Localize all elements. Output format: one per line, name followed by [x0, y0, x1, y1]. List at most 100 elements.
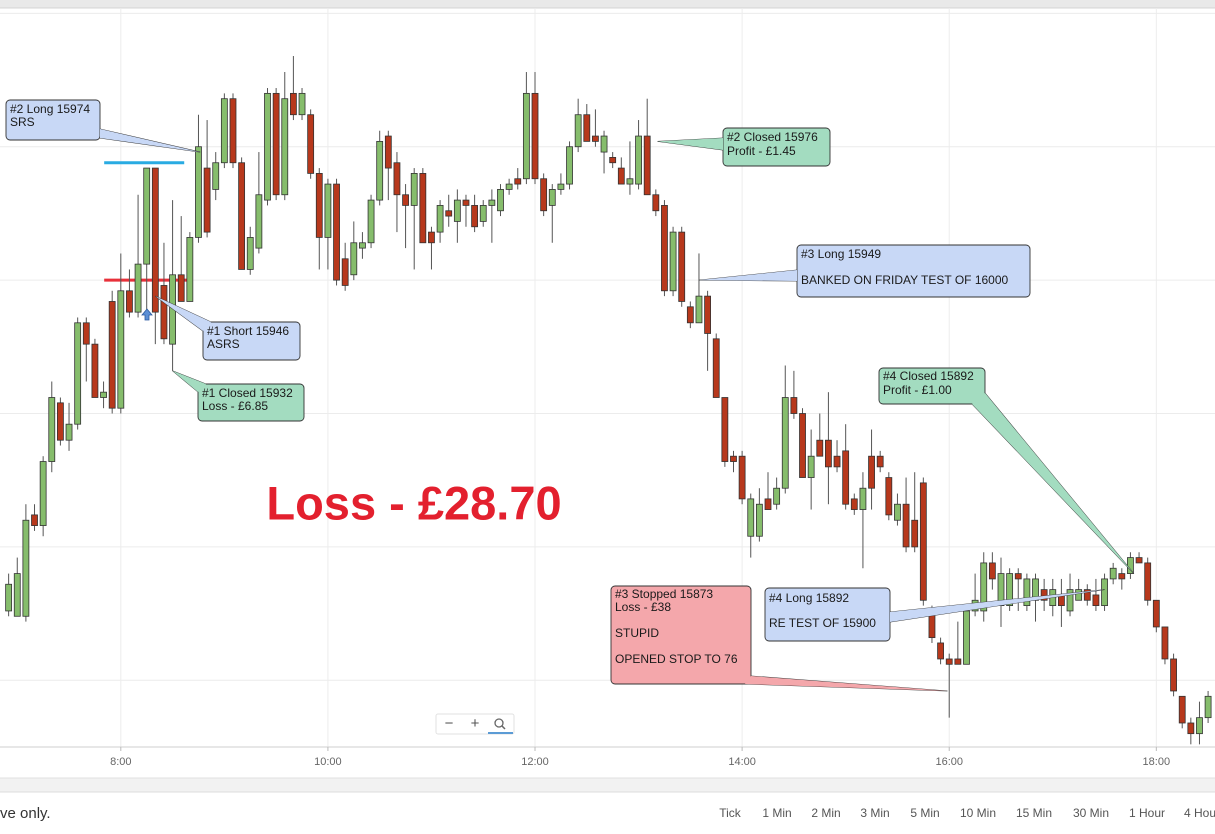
candle-body [1006, 573, 1014, 607]
candle-body [212, 162, 220, 190]
buy-arrow [141, 308, 153, 321]
candle-body [367, 199, 375, 244]
callout-text: #2 Closed 15976 [727, 130, 818, 144]
candle-body [48, 397, 56, 462]
callout-text: RE TEST OF 15900 [769, 616, 876, 630]
candle-body [1127, 557, 1134, 574]
callout-text: ASRS [207, 337, 240, 351]
candle-body [514, 178, 522, 185]
candle-body [82, 322, 90, 345]
candle-body [704, 295, 711, 334]
candle-body [721, 397, 729, 462]
candle-body [807, 455, 815, 478]
candle-body [781, 397, 789, 489]
candle-body [859, 487, 867, 510]
callout-box [878, 367, 986, 405]
x-tick-label: 8:00 [110, 756, 131, 768]
candle-body [384, 135, 392, 169]
timeframe-button[interactable]: 1 Hour [1129, 806, 1165, 820]
candles [5, 56, 1212, 745]
timeframe-button[interactable]: Tick [719, 806, 742, 820]
candle-body [885, 477, 893, 516]
candle-body [134, 263, 142, 313]
callout-joint [972, 393, 1134, 574]
candle-body [31, 514, 38, 526]
candle-body [471, 205, 479, 228]
callout-box [197, 383, 305, 422]
candle-body [876, 455, 884, 468]
timeframe-button[interactable]: 30 Min [1073, 806, 1109, 820]
timeframe-button[interactable]: 10 Min [960, 806, 996, 820]
callout-text: Loss - £6.85 [202, 399, 268, 413]
candle-body [738, 455, 746, 500]
candle-body [1118, 573, 1126, 580]
candle-body [799, 413, 806, 478]
candle-body [868, 455, 875, 489]
candle-body [652, 194, 660, 212]
candle-body [1014, 573, 1022, 580]
candle-body [842, 450, 850, 505]
callout-text: OPENED STOP TO 76 [615, 652, 738, 666]
candle-body [143, 167, 151, 265]
candle-body [626, 178, 634, 185]
candle-body [937, 642, 944, 660]
candle-body [1075, 589, 1083, 601]
zoom-reset[interactable] [488, 718, 513, 734]
zoom-in[interactable]: + [471, 715, 480, 732]
candle-body [1161, 626, 1169, 660]
candle-body [445, 210, 453, 217]
candle-body [980, 562, 988, 612]
zoom-out[interactable]: − [445, 715, 454, 732]
x-tick-label: 16:00 [935, 756, 963, 768]
candle-body [39, 461, 47, 526]
callout-text: #3 Stopped 15873 [615, 587, 713, 601]
timeframe-button[interactable]: 3 Min [860, 806, 889, 820]
x-tick-label: 12:00 [521, 756, 549, 768]
candle-body [1135, 557, 1143, 564]
candle-body [773, 487, 781, 505]
timeframe-button[interactable]: 1 Min [762, 806, 791, 820]
candle-body [497, 189, 504, 212]
candle-body [540, 178, 548, 212]
candle-body [220, 98, 228, 164]
callout: #3 Long 15949 BANKED ON FRIDAY TEST OF 16… [698, 244, 1031, 298]
candle-body [1196, 717, 1203, 735]
timeframe-button[interactable]: 4 Hour [1184, 806, 1215, 820]
timeframe-button[interactable]: 5 Min [910, 806, 939, 820]
candle-body [850, 498, 858, 510]
candle-body [1178, 695, 1186, 724]
candle-body [186, 237, 194, 302]
callout-text: SRS [10, 115, 35, 129]
timeframe-button[interactable]: 2 Min [811, 806, 840, 820]
callout-joint [657, 138, 723, 150]
candle-body [592, 135, 599, 142]
candle-body [911, 519, 919, 548]
candle-body [307, 114, 315, 174]
callout-joint [745, 676, 948, 691]
candle-body [1092, 594, 1100, 607]
candle-body [324, 183, 332, 238]
candle-body [229, 98, 237, 164]
candle-body [13, 573, 21, 617]
candle-body [341, 258, 349, 286]
candle-body [264, 92, 271, 201]
candle-body [1152, 599, 1160, 628]
callout-box [610, 585, 752, 685]
callout-box [5, 99, 101, 141]
candle-body [988, 562, 996, 580]
candle-body [1023, 578, 1031, 607]
callout-text: #4 Long 15892 [769, 591, 849, 605]
candle-body [919, 482, 927, 601]
footer-text: ve only. [0, 805, 51, 822]
callout-joint [172, 370, 206, 392]
candle-body [108, 301, 116, 409]
candle-body [436, 205, 444, 233]
candle-body [177, 274, 185, 302]
candle-body [1109, 567, 1117, 580]
candle-body [617, 167, 625, 185]
candle-body [393, 162, 401, 196]
timeframe-button[interactable]: 15 Min [1016, 806, 1052, 820]
